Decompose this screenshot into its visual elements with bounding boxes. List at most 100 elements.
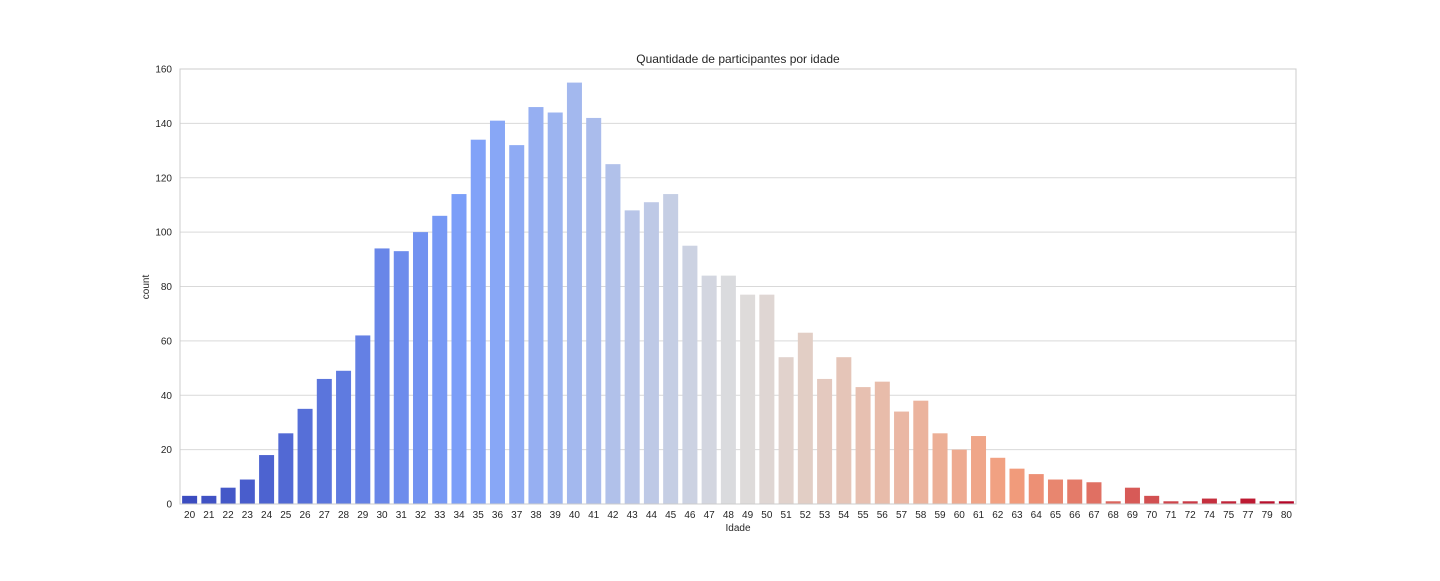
bar-age-21 bbox=[201, 495, 217, 504]
x-tick-label: 74 bbox=[1204, 510, 1216, 521]
bar-age-51 bbox=[778, 357, 794, 504]
x-tick-label: 72 bbox=[1185, 510, 1197, 521]
y-tick-label: 0 bbox=[166, 500, 172, 511]
x-tick-label: 52 bbox=[800, 510, 812, 521]
bar-age-60 bbox=[951, 449, 967, 504]
bar-age-52 bbox=[797, 332, 813, 504]
bar-age-33 bbox=[432, 215, 448, 504]
x-tick-label: 66 bbox=[1069, 510, 1081, 521]
x-tick-label: 43 bbox=[627, 510, 639, 521]
bar-age-26 bbox=[297, 408, 313, 504]
x-tick-label: 59 bbox=[934, 510, 946, 521]
x-tick-label: 65 bbox=[1050, 510, 1062, 521]
x-tick-label: 64 bbox=[1031, 510, 1043, 521]
bar-age-35 bbox=[470, 139, 486, 504]
bar-age-36 bbox=[489, 120, 505, 504]
x-tick-label: 49 bbox=[742, 510, 754, 521]
bar-age-47 bbox=[701, 275, 717, 504]
bar-age-30 bbox=[374, 248, 390, 504]
y-tick-label: 80 bbox=[161, 282, 173, 293]
bar-age-37 bbox=[509, 145, 525, 504]
bar-age-77 bbox=[1240, 498, 1256, 504]
x-tick-label: 30 bbox=[376, 510, 388, 521]
x-tick-label: 71 bbox=[1165, 510, 1177, 521]
y-tick-label: 120 bbox=[155, 173, 172, 184]
bar-age-32 bbox=[413, 232, 429, 504]
x-tick-label: 54 bbox=[838, 510, 850, 521]
x-tick-label: 21 bbox=[203, 510, 215, 521]
x-tick-label: 80 bbox=[1281, 510, 1293, 521]
bar-age-55 bbox=[855, 387, 871, 504]
x-tick-label: 47 bbox=[704, 510, 716, 521]
bar-age-45 bbox=[663, 194, 679, 504]
bar-age-43 bbox=[624, 210, 640, 504]
bar-age-71 bbox=[1163, 501, 1179, 504]
x-tick-label: 20 bbox=[184, 510, 196, 521]
bar-age-70 bbox=[1144, 495, 1160, 504]
bar-age-44 bbox=[643, 202, 659, 504]
y-tick-label: 60 bbox=[161, 336, 173, 347]
bar-age-50 bbox=[759, 294, 775, 504]
bar-age-29 bbox=[355, 335, 371, 504]
x-tick-label: 35 bbox=[473, 510, 485, 521]
bar-age-24 bbox=[259, 455, 275, 504]
bar-age-80 bbox=[1278, 501, 1294, 504]
x-tick-label: 70 bbox=[1146, 510, 1158, 521]
x-tick-label: 51 bbox=[781, 510, 793, 521]
bar-age-59 bbox=[932, 433, 948, 504]
bar-age-79 bbox=[1259, 501, 1275, 504]
x-tick-label: 26 bbox=[300, 510, 312, 521]
y-tick-label: 40 bbox=[161, 391, 173, 402]
bar-age-62 bbox=[990, 457, 1006, 504]
x-tick-label: 61 bbox=[973, 510, 985, 521]
x-tick-label: 50 bbox=[761, 510, 773, 521]
bar-age-65 bbox=[1047, 479, 1063, 504]
bar-age-23 bbox=[239, 479, 255, 504]
x-tick-label: 27 bbox=[319, 510, 331, 521]
x-tick-label: 25 bbox=[280, 510, 292, 521]
bar-age-27 bbox=[316, 378, 332, 504]
x-tick-label: 29 bbox=[357, 510, 369, 521]
bar-age-31 bbox=[393, 251, 409, 504]
x-tick-label: 58 bbox=[915, 510, 927, 521]
bar-age-46 bbox=[682, 245, 698, 504]
bar-age-74 bbox=[1201, 498, 1217, 504]
bar-age-34 bbox=[451, 194, 467, 504]
x-tick-label: 62 bbox=[992, 510, 1004, 521]
bar-age-54 bbox=[836, 357, 852, 504]
bar-age-20 bbox=[182, 495, 198, 504]
bar-age-72 bbox=[1182, 501, 1198, 504]
bars bbox=[182, 82, 1294, 504]
x-tick-label: 42 bbox=[607, 510, 619, 521]
x-tick-label: 34 bbox=[453, 510, 465, 521]
bar-age-75 bbox=[1221, 501, 1237, 504]
bar-age-28 bbox=[336, 370, 352, 504]
bar-age-64 bbox=[1028, 474, 1044, 504]
bar-age-58 bbox=[913, 400, 929, 504]
x-tick-labels: 20 21 22 23 24 25 26 27 28 29 30 31 32 33 34 35 36 37 38 39… bbox=[184, 510, 1292, 521]
plot-frame bbox=[179, 68, 1297, 505]
bar-age-67 bbox=[1086, 482, 1102, 504]
bar-age-40 bbox=[566, 82, 582, 504]
x-tick-label: 48 bbox=[723, 510, 735, 521]
bar-age-39 bbox=[547, 112, 563, 504]
x-tick-label: 23 bbox=[242, 510, 254, 521]
x-tick-label: 46 bbox=[684, 510, 696, 521]
x-tick-label: 68 bbox=[1108, 510, 1120, 521]
x-tick-label: 44 bbox=[646, 510, 658, 521]
bar-age-56 bbox=[874, 381, 890, 504]
bar-age-69 bbox=[1124, 487, 1140, 504]
x-tick-label: 57 bbox=[896, 510, 908, 521]
x-tick-label: 45 bbox=[665, 510, 677, 521]
x-tick-label: 53 bbox=[819, 510, 831, 521]
x-tick-label: 33 bbox=[434, 510, 446, 521]
bar-age-68 bbox=[1105, 501, 1121, 504]
y-tick-labels: 0 20 40 60 80 100 120 140 160 bbox=[155, 65, 172, 511]
x-tick-label: 75 bbox=[1223, 510, 1235, 521]
x-tick-label: 38 bbox=[530, 510, 542, 521]
bar-age-57 bbox=[894, 411, 910, 504]
bar-age-25 bbox=[278, 433, 294, 504]
x-tick-label: 28 bbox=[338, 510, 350, 521]
x-tick-label: 24 bbox=[261, 510, 273, 521]
